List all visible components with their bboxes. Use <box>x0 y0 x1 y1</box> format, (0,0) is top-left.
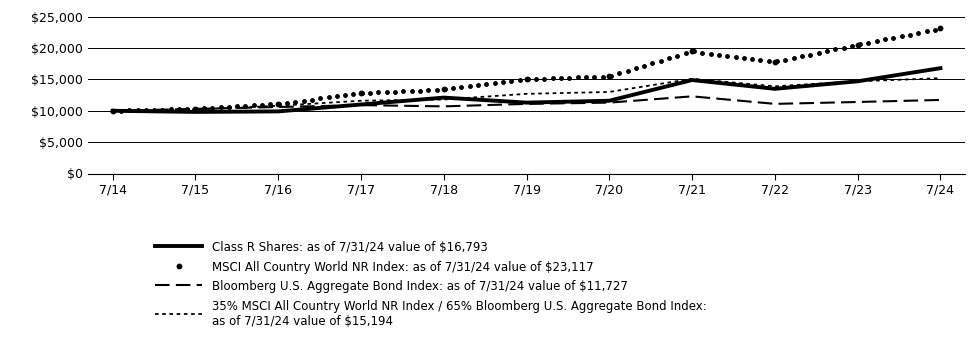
Legend: Class R Shares: as of 7/31/24 value of $16,793, MSCI All Country World NR Index:: Class R Shares: as of 7/31/24 value of $… <box>155 242 707 328</box>
